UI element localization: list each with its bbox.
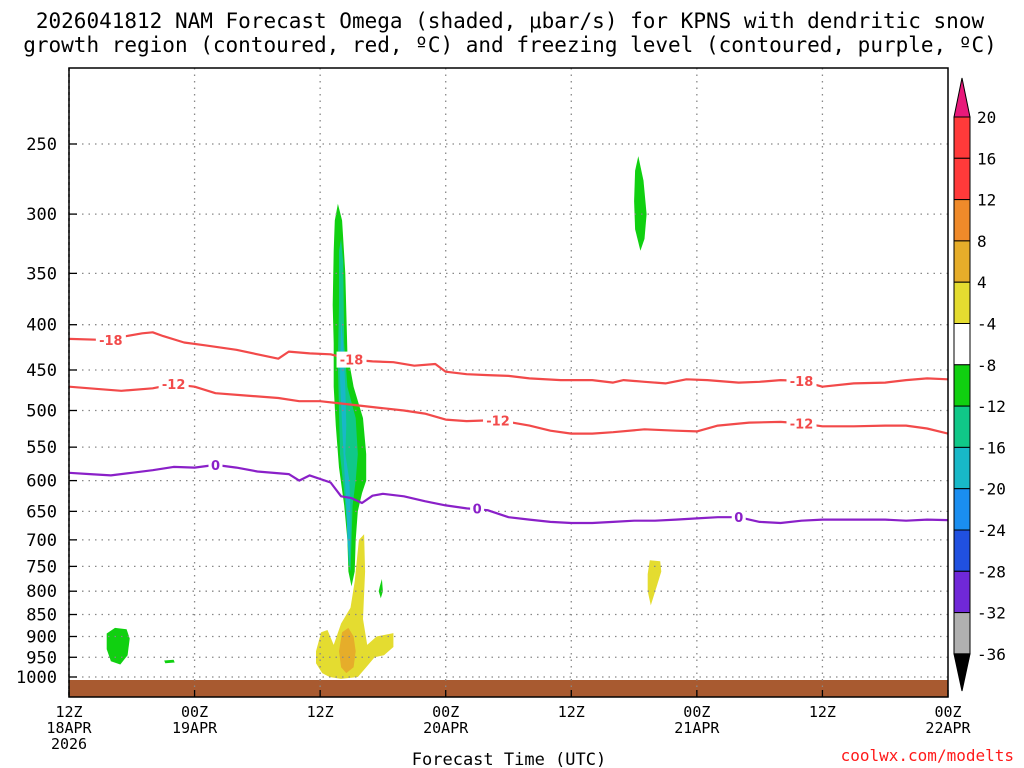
y-tick-label: 300 bbox=[26, 205, 57, 225]
contour-label-bg bbox=[786, 415, 817, 432]
colorbar-segment bbox=[953, 446, 971, 490]
x-tick-label: 12Z bbox=[55, 703, 82, 721]
colorbar: 20 16 12 8 4 -4 -8 -12 -16 -20 -24 -28 -32 -36 bbox=[953, 77, 1006, 692]
x-tick-label: 00Z bbox=[432, 703, 459, 721]
x-tick-label: 18APR bbox=[46, 719, 92, 737]
chart-title-line-2: growth region (contoured, red, ºC) and f… bbox=[23, 33, 997, 57]
contour-label: -12 bbox=[790, 417, 814, 432]
contour-label-bg bbox=[95, 331, 126, 348]
grid-lines bbox=[69, 68, 948, 697]
y-tick-label: 800 bbox=[26, 582, 57, 602]
x-tick-label: 12Z bbox=[809, 703, 836, 721]
chart-title-line-1: 2026041812 NAM Forecast Omega (shaded, μ… bbox=[36, 9, 985, 33]
omega-region-upward-cyan bbox=[340, 319, 351, 562]
colorbar-segment bbox=[953, 240, 971, 283]
colorbar-top-arrow bbox=[953, 77, 971, 118]
contour-label: 0 bbox=[473, 502, 482, 517]
y-tick-label: 750 bbox=[26, 557, 57, 577]
y-tick-label: 900 bbox=[26, 627, 57, 647]
colorbar-segment bbox=[953, 488, 971, 531]
ground-bar bbox=[69, 680, 948, 697]
contour-line--18 bbox=[69, 331, 948, 388]
contour-label: -12 bbox=[486, 414, 510, 429]
contour-lines: -18 -18 -18 -12 -12 -12 0 0 0 bbox=[69, 331, 948, 526]
colorbar-tick-label: -36 bbox=[977, 645, 1006, 664]
y-tick-label: 450 bbox=[26, 361, 57, 381]
colorbar-tick-label: -20 bbox=[977, 480, 1006, 499]
y-tick-label: 950 bbox=[26, 648, 57, 668]
x-tick-label: 12Z bbox=[558, 703, 585, 721]
contour-label: 0 bbox=[211, 459, 220, 474]
colorbar-tick-label: 8 bbox=[977, 232, 987, 251]
contour-label: 0 bbox=[734, 511, 743, 526]
colorbar-segment bbox=[953, 199, 971, 242]
x-axis-label: Forecast Time (UTC) bbox=[412, 750, 606, 768]
y-tick-label: 850 bbox=[26, 606, 57, 626]
contour-label-bg bbox=[470, 500, 485, 517]
x-tick-label: 2026 bbox=[51, 735, 87, 753]
colorbar-bottom-arrow bbox=[953, 653, 971, 692]
y-axis: 2503003504004505005506006507007508008509… bbox=[16, 135, 77, 688]
x-tick-label: 12Z bbox=[307, 703, 334, 721]
contour-label: -18 bbox=[790, 375, 814, 390]
colorbar-segment bbox=[953, 570, 971, 614]
x-tick-label: 19APR bbox=[172, 719, 218, 737]
y-tick-label: 550 bbox=[26, 438, 57, 458]
contour-label-bg bbox=[158, 376, 189, 393]
contour-label: -12 bbox=[162, 378, 186, 393]
x-tick-label: 22APR bbox=[925, 719, 971, 737]
colorbar-tick-label: 20 bbox=[977, 108, 996, 127]
colorbar-tick-label: -24 bbox=[977, 521, 1006, 540]
colorbar-segment bbox=[953, 281, 971, 325]
contour-line-0 bbox=[69, 463, 948, 525]
omega-region-sinking-core bbox=[339, 627, 356, 674]
contour-label: -18 bbox=[99, 334, 123, 349]
x-tick-label: 00Z bbox=[934, 703, 961, 721]
contour-label-bg bbox=[731, 509, 746, 526]
y-tick-label: 650 bbox=[26, 502, 57, 522]
y-tick-label: 250 bbox=[26, 135, 57, 155]
credit-text: coolwx.com/modelts bbox=[841, 746, 1014, 765]
y-tick-label: 1000 bbox=[16, 668, 57, 688]
x-tick-label: 00Z bbox=[683, 703, 710, 721]
colorbar-segment bbox=[953, 323, 971, 366]
x-tick-label: 21APR bbox=[674, 719, 720, 737]
colorbar-tick-label: -12 bbox=[977, 397, 1006, 416]
colorbar-segment bbox=[953, 405, 971, 448]
omega-region-upward-stripe bbox=[378, 579, 383, 599]
omega-region-upper-blob bbox=[634, 156, 647, 251]
y-tick-label: 350 bbox=[26, 264, 57, 284]
y-tick-label: 700 bbox=[26, 531, 57, 551]
colorbar-tick-label: 12 bbox=[977, 191, 996, 210]
omega-region-sinking-blob bbox=[647, 560, 662, 606]
y-tick-label: 500 bbox=[26, 402, 57, 422]
colorbar-segment bbox=[953, 612, 971, 655]
omega-region-low-blob bbox=[106, 627, 130, 665]
contour-label-bg bbox=[336, 351, 367, 368]
colorbar-tick-label: -28 bbox=[977, 562, 1006, 581]
contour-label-bg bbox=[786, 372, 817, 389]
contour-label-bg bbox=[208, 456, 223, 473]
colorbar-segment bbox=[953, 157, 971, 201]
y-tick-label: 400 bbox=[26, 316, 57, 336]
omega-shading bbox=[106, 156, 662, 679]
contour-label: -18 bbox=[340, 354, 364, 369]
x-tick-label: 00Z bbox=[181, 703, 208, 721]
contour-label-bg bbox=[483, 412, 514, 429]
colorbar-tick-label: 4 bbox=[977, 273, 987, 292]
colorbar-segment bbox=[953, 116, 971, 159]
colorbar-tick-label: -4 bbox=[977, 315, 996, 334]
colorbar-segment bbox=[953, 529, 971, 572]
y-tick-label: 600 bbox=[26, 472, 57, 492]
colorbar-tick-label: -16 bbox=[977, 438, 1006, 457]
colorbar-tick-label: -8 bbox=[977, 356, 996, 375]
colorbar-segment bbox=[953, 364, 971, 407]
x-tick-label: 20APR bbox=[423, 719, 469, 737]
colorbar-tick-label: 16 bbox=[977, 149, 996, 168]
omega-region-sinking-outer bbox=[316, 534, 394, 679]
colorbar-tick-label: -32 bbox=[977, 604, 1006, 623]
omega-region-low-stripe bbox=[164, 659, 175, 664]
